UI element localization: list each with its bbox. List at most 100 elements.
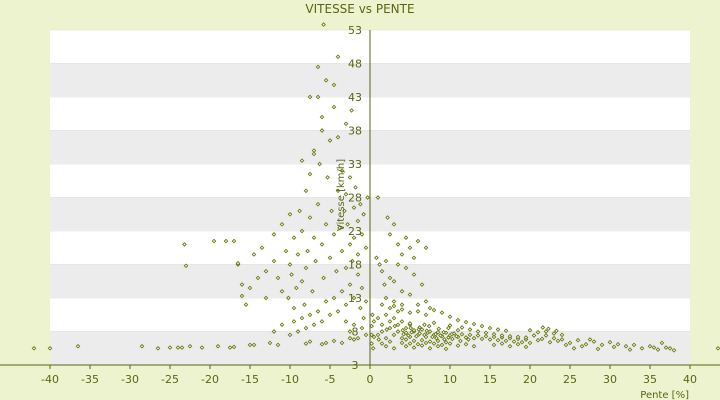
y-tick-label: 48 [348, 58, 362, 71]
data-point [415, 341, 421, 347]
data-point [411, 255, 417, 261]
data-point [287, 332, 293, 338]
data-point [303, 325, 309, 331]
data-point [667, 345, 673, 351]
data-point [331, 295, 337, 301]
data-point [377, 262, 382, 267]
data-point [403, 235, 409, 241]
data-point [347, 335, 353, 341]
data-point [375, 315, 381, 321]
data-point [575, 337, 581, 343]
data-point [387, 305, 393, 311]
data-point [466, 337, 471, 342]
data-point [321, 22, 326, 27]
y-axis-label: Vitesse [km/h] [336, 159, 347, 231]
data-point [335, 54, 341, 60]
data-point [587, 337, 593, 342]
data-point [507, 333, 513, 339]
data-point [623, 343, 629, 349]
data-point [391, 299, 397, 304]
y-tick-label: 53 [348, 24, 362, 37]
data-point [715, 345, 720, 351]
data-point [423, 299, 429, 304]
data-point [419, 337, 425, 343]
data-point [438, 333, 443, 338]
data-point [311, 148, 317, 153]
data-point [511, 339, 517, 344]
data-point [430, 334, 435, 340]
data-point [342, 208, 347, 214]
data-point [546, 326, 551, 332]
data-point [407, 341, 413, 346]
data-point [319, 341, 325, 347]
data-point [387, 319, 393, 324]
data-point [286, 295, 291, 301]
data-point [583, 341, 589, 347]
data-point [663, 345, 669, 350]
x-tick-label: 10 [443, 373, 457, 386]
x-axis-label: Pente [%] [640, 390, 689, 400]
data-point [391, 221, 397, 227]
data-point [449, 331, 454, 337]
x-tick-label: -30 [121, 373, 139, 386]
data-point [399, 319, 405, 324]
data-point [351, 205, 357, 210]
data-point [307, 94, 313, 100]
data-point [279, 288, 285, 294]
data-point [359, 285, 365, 291]
data-point [455, 317, 461, 323]
data-point [611, 344, 617, 350]
data-point [291, 319, 297, 324]
data-point [579, 343, 585, 349]
data-point [446, 335, 451, 340]
data-point [411, 327, 417, 333]
data-point [275, 275, 281, 281]
data-point [399, 307, 405, 312]
data-point [375, 332, 381, 338]
data-point [547, 339, 553, 345]
data-point [467, 327, 473, 332]
data-point [403, 343, 409, 349]
x-tick-label: 5 [407, 373, 414, 386]
data-point [379, 322, 385, 328]
data-point [155, 345, 161, 351]
data-point [335, 188, 341, 194]
data-point [47, 345, 53, 351]
data-point [385, 215, 390, 220]
data-point [343, 319, 349, 324]
data-point [503, 328, 509, 334]
data-point [591, 339, 597, 344]
data-point [543, 329, 549, 334]
data-point [515, 341, 521, 347]
data-point [515, 334, 521, 340]
data-point [271, 258, 277, 264]
data-point [431, 341, 437, 346]
data-point [387, 275, 393, 281]
data-point [31, 345, 37, 351]
data-point [551, 335, 557, 341]
data-point [291, 235, 297, 241]
data-point [343, 265, 349, 271]
y-tick-label: 28 [348, 192, 362, 205]
data-point [175, 345, 181, 350]
data-point [363, 332, 369, 338]
data-point [303, 265, 309, 271]
data-point [639, 345, 645, 351]
data-point [305, 248, 310, 254]
data-point [353, 185, 358, 190]
data-point [223, 238, 229, 244]
data-point [401, 331, 406, 337]
data-point [283, 248, 289, 254]
data-point [471, 343, 477, 349]
data-point [299, 158, 305, 164]
data-point [371, 319, 377, 324]
data-point [651, 345, 657, 350]
data-point [431, 320, 437, 326]
data-point [75, 343, 81, 349]
data-point [327, 138, 333, 143]
data-point [365, 195, 370, 200]
data-point [335, 134, 341, 140]
data-point [567, 340, 573, 346]
data-point [411, 338, 417, 344]
